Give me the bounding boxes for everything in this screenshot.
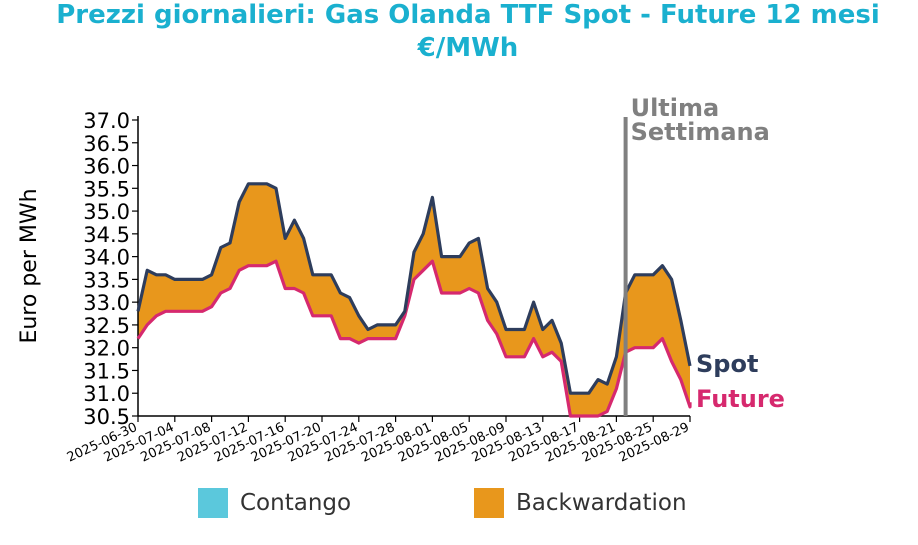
last-week-label-line2: Settimana bbox=[631, 118, 770, 146]
y-tick-label: 32.5 bbox=[83, 314, 130, 338]
spot-line bbox=[136, 182, 692, 395]
y-tick-label: 34.0 bbox=[83, 246, 130, 270]
future-line bbox=[136, 259, 692, 418]
y-tick-label: 33.5 bbox=[83, 268, 130, 292]
legend-label-backwardation: Backwardation bbox=[516, 490, 687, 516]
y-tick-label: 31.5 bbox=[83, 359, 130, 383]
y-tick-label: 34.5 bbox=[83, 223, 130, 247]
y-axis-title: Euro per MWh bbox=[17, 188, 42, 343]
series-label-spot: Spot bbox=[696, 350, 758, 378]
y-tick-label: 33.0 bbox=[83, 291, 130, 315]
legend-swatch-contango bbox=[198, 488, 228, 518]
series-label-future: Future bbox=[696, 385, 785, 413]
legend-swatch-backwardation bbox=[474, 488, 504, 518]
backwardation-area bbox=[138, 183, 690, 416]
y-tick-label: 30.5 bbox=[83, 405, 130, 429]
y-tick-label: 35.0 bbox=[83, 200, 130, 224]
y-tick-label: 36.0 bbox=[83, 155, 130, 179]
legend-label-contango: Contango bbox=[240, 490, 352, 516]
chart-subtitle: €/MWh bbox=[417, 33, 519, 63]
legend-item-backwardation: Backwardation bbox=[474, 487, 687, 519]
legend-item-contango: Contango bbox=[198, 487, 351, 519]
y-tick-label: 35.5 bbox=[83, 177, 130, 201]
y-tick-label: 37.0 bbox=[83, 109, 130, 133]
y-tick-label: 31.0 bbox=[83, 382, 130, 406]
chart-title: Prezzi giornalieri: Gas Olanda TTF Spot … bbox=[56, 0, 880, 30]
last-week-label-line1: Ultima bbox=[631, 94, 720, 122]
y-tick-label: 32.0 bbox=[83, 337, 130, 361]
y-tick-label: 36.5 bbox=[83, 132, 130, 156]
